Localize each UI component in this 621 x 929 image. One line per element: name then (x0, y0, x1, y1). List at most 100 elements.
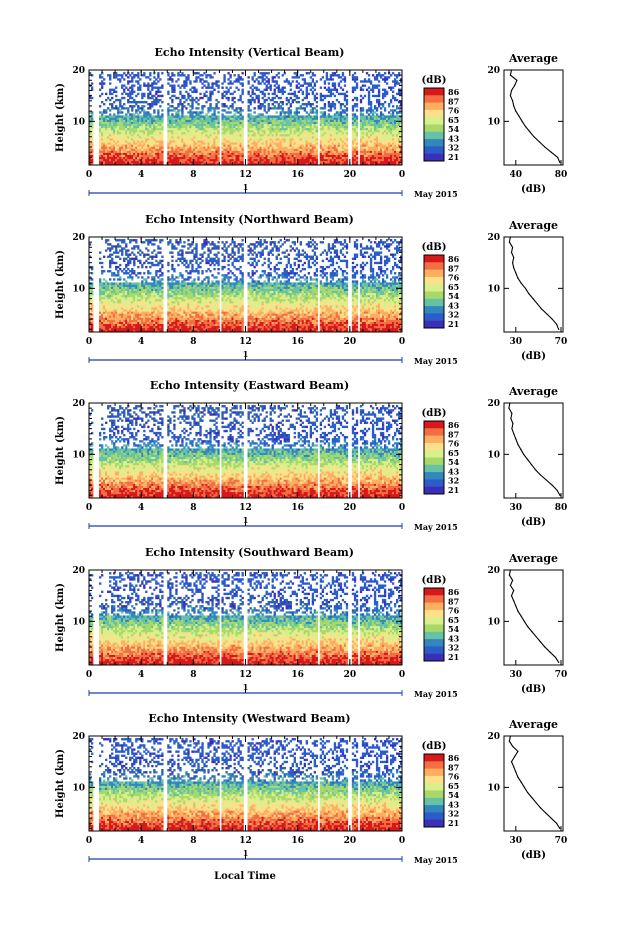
profile-title: Average (508, 385, 558, 398)
colorbar-swatch (424, 298, 444, 307)
colorbar-tick-label: 32 (448, 310, 459, 320)
colorbar-swatch (424, 255, 444, 263)
profile-point (513, 766, 515, 768)
profile-point (517, 776, 519, 778)
profile-x-label: (dB) (521, 184, 546, 195)
colorbar-tick-label: 65 (448, 282, 459, 292)
x-tick-label: 12 (239, 170, 252, 180)
profile-point (511, 262, 514, 264)
profile-point (520, 282, 522, 284)
colorbar-swatch (424, 284, 444, 292)
profile-y-tick-label: 10 (487, 450, 500, 460)
colorbar-tick-label: 65 (448, 448, 459, 458)
panel-4: Echo Intensity (Southward Beam) Height (k… (55, 546, 567, 699)
x-tick-label: 12 (239, 337, 252, 347)
colorbar-tick-label: 21 (448, 319, 459, 329)
x-tick-label: 0 (399, 337, 405, 347)
colorbar-swatch (424, 109, 444, 118)
profile-point (514, 84, 516, 86)
colorbar-swatch (424, 124, 444, 133)
profile-point (520, 781, 522, 783)
colorbar-tick-label: 32 (448, 476, 459, 486)
colorbar-swatch (424, 102, 444, 111)
profile-y-tick-label: 20 (487, 399, 500, 409)
colorbar-tick-label: 43 (448, 133, 460, 143)
profile-point (556, 822, 558, 824)
colorbar-swatch (424, 754, 444, 762)
colorbar-swatch (424, 631, 444, 640)
y-tick-label: 20 (72, 399, 85, 409)
profile-y-tick-label: 10 (487, 783, 500, 793)
profile-x-tick-label: 30 (510, 337, 523, 347)
y-axis-label: Height (km) (55, 749, 66, 818)
profile-point (509, 95, 511, 97)
x-tick-label: 20 (344, 503, 357, 513)
profile-line (508, 569, 560, 663)
profile-point (559, 827, 561, 830)
y-axis-label: Height (km) (55, 583, 66, 652)
profile-point (517, 443, 519, 445)
colorbar-swatch (424, 269, 444, 278)
colorbar-swatch (424, 595, 444, 603)
x-tick-label: 0 (86, 836, 92, 846)
profile-point (532, 298, 534, 300)
profile-x-tick-label: 80 (555, 170, 568, 180)
x-tick-label: 16 (291, 503, 304, 513)
x-tick-label: 16 (291, 670, 304, 680)
profile-title: Average (508, 552, 558, 565)
profile-point (509, 584, 511, 587)
colorbar-swatch (424, 450, 444, 458)
profile-y-tick-label: 10 (487, 284, 500, 294)
panel-title: Echo Intensity (Westward Beam) (148, 712, 350, 725)
colorbar-swatch (424, 761, 444, 769)
profile-point (510, 595, 513, 597)
y-tick-label: 20 (72, 732, 85, 742)
profile-point (539, 474, 542, 476)
x-tick-label: 0 (399, 170, 405, 180)
colorbar-unit: (dB) (422, 575, 447, 586)
colorbar-tick-label: 21 (448, 818, 459, 828)
colorbar-swatch (424, 262, 444, 270)
x-tick-label: 16 (291, 836, 304, 846)
profile-point (514, 755, 516, 758)
profile-point (550, 151, 552, 153)
colorbar-swatch (424, 291, 444, 300)
colorbar-unit: (dB) (422, 741, 447, 752)
profile-point (517, 610, 519, 612)
colorbar-frame (423, 254, 445, 329)
profile-point (520, 448, 522, 450)
colorbar-unit: (dB) (422, 75, 447, 86)
panel-3: Echo Intensity (Eastward Beam) Height (km… (55, 379, 567, 532)
colorbar-swatch (424, 797, 444, 806)
profile-point (508, 407, 510, 409)
profile-frame (503, 402, 564, 499)
colorbar-swatch (424, 472, 444, 480)
colorbar-swatch (424, 805, 444, 813)
profile-y-tick-label: 20 (487, 732, 500, 742)
heatmap-cells (89, 72, 403, 166)
x-tick-label: 12 (239, 503, 252, 513)
profile-x-label: (dB) (521, 517, 546, 528)
profile-point (536, 303, 538, 305)
colorbar-tick-label: 87 (448, 96, 459, 106)
profile-point (545, 479, 547, 481)
profile-point (544, 146, 546, 148)
colorbar-swatch (424, 139, 444, 147)
x-tick-label: 4 (138, 337, 144, 347)
profile-point (535, 636, 537, 638)
profile-point (531, 797, 533, 799)
profile-point (508, 740, 510, 742)
panel-title: Echo Intensity (Eastward Beam) (150, 379, 349, 392)
y-axis-label: Height (km) (55, 416, 66, 485)
profile-point (558, 328, 560, 330)
profile-x-tick-label: 30 (510, 503, 523, 513)
colorbar-tick-label: 76 (448, 772, 460, 782)
profile-point (535, 802, 537, 804)
x-tick-label: 4 (138, 670, 144, 680)
colorbar-swatch (424, 457, 444, 466)
profile-point (546, 313, 548, 315)
profile-title: Average (508, 219, 558, 232)
colorbar-swatch (424, 617, 444, 625)
profile-point (539, 641, 542, 643)
colorbar-swatch (424, 790, 444, 799)
